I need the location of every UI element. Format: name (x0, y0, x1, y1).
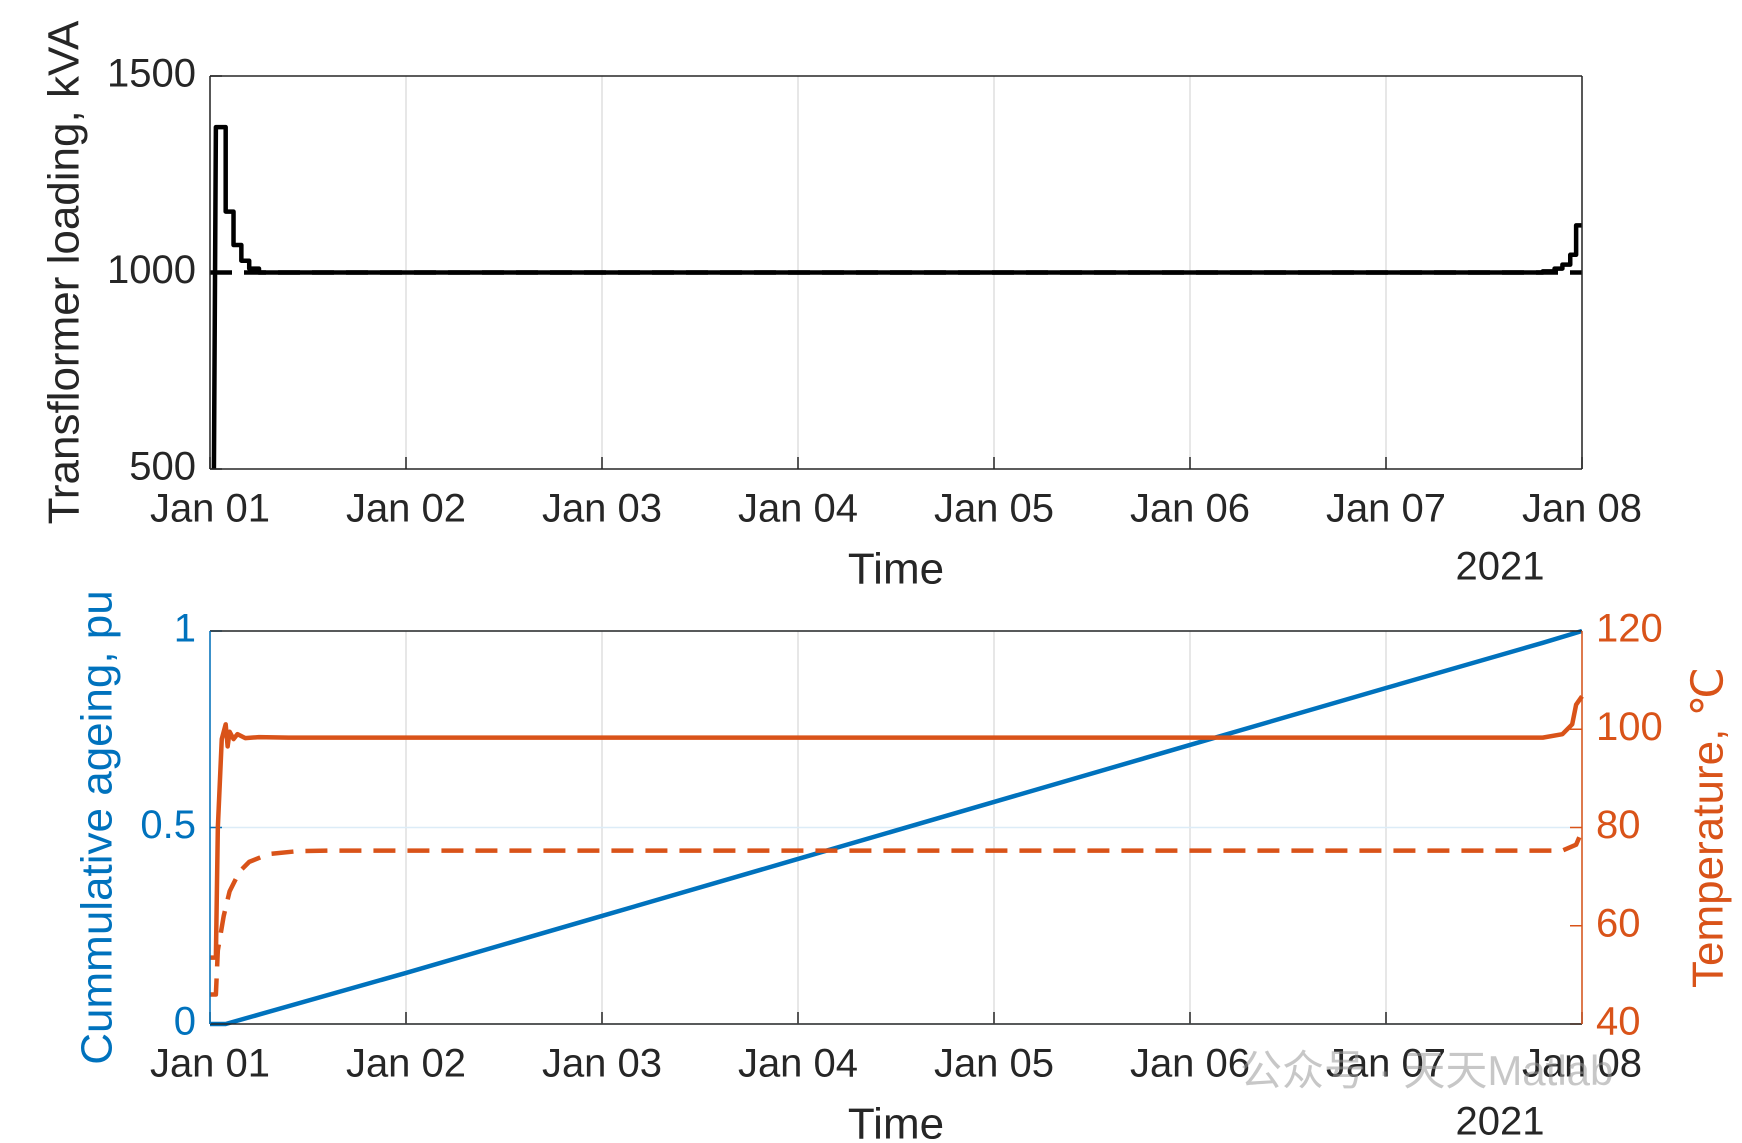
data-line (210, 830, 1585, 997)
x-tick-label: Jan 05 (934, 487, 1054, 531)
y-axis-label: Cummulative ageing, pu (73, 590, 122, 1064)
x-tick-label: Jan 08 (1522, 1042, 1642, 1086)
x-tick-label: Jan 05 (934, 1042, 1054, 1086)
y2-tick-label: 100 (1596, 705, 1663, 749)
x-tick-label: Jan 04 (738, 487, 858, 531)
x-tick-label: Jan 02 (346, 1042, 466, 1086)
x-axis-label: Time (848, 545, 944, 594)
y2-tick-label: 60 (1596, 901, 1641, 945)
y-tick-label: 1500 (107, 52, 196, 96)
y2-tick-label: 40 (1596, 1000, 1641, 1044)
x-tick-label: Jan 06 (1130, 487, 1250, 531)
x-tick-label: Jan 07 (1326, 487, 1446, 531)
x-year-label: 2021 (1456, 545, 1545, 589)
y2-tick-label: 80 (1596, 803, 1641, 847)
y-tick-label: 0.5 (140, 803, 196, 847)
x-tick-label: Jan 07 (1326, 1042, 1446, 1086)
y-axis-label: Transflormer loading, kVA (40, 20, 89, 524)
x-tick-label: Jan 03 (542, 487, 662, 531)
data-line (210, 628, 1583, 1027)
x-tick-label: Jan 01 (150, 487, 270, 531)
y-tick-label: 500 (129, 445, 196, 489)
x-tick-label: Jan 01 (150, 1042, 270, 1086)
x-axis-label: Time (848, 1100, 944, 1143)
watermark: 公众号 · 天天Matlab (1240, 1047, 1613, 1094)
x-tick-label: Jan 06 (1130, 1042, 1250, 1086)
x-tick-label: Jan 02 (346, 487, 466, 531)
x-tick-label: Jan 03 (542, 1042, 662, 1086)
y-tick-label: 0 (174, 1000, 196, 1044)
data-line (210, 695, 1584, 960)
y-tick-label: 1 (174, 607, 196, 651)
y-tick-label: 1000 (107, 248, 196, 292)
x-tick-label: Jan 04 (738, 1042, 858, 1086)
x-year-label: 2021 (1456, 1100, 1545, 1143)
x-tick-label: Jan 08 (1522, 487, 1642, 531)
y2-tick-label: 120 (1596, 607, 1663, 651)
y2-axis-label: Temperature, ℃ (1684, 667, 1733, 988)
